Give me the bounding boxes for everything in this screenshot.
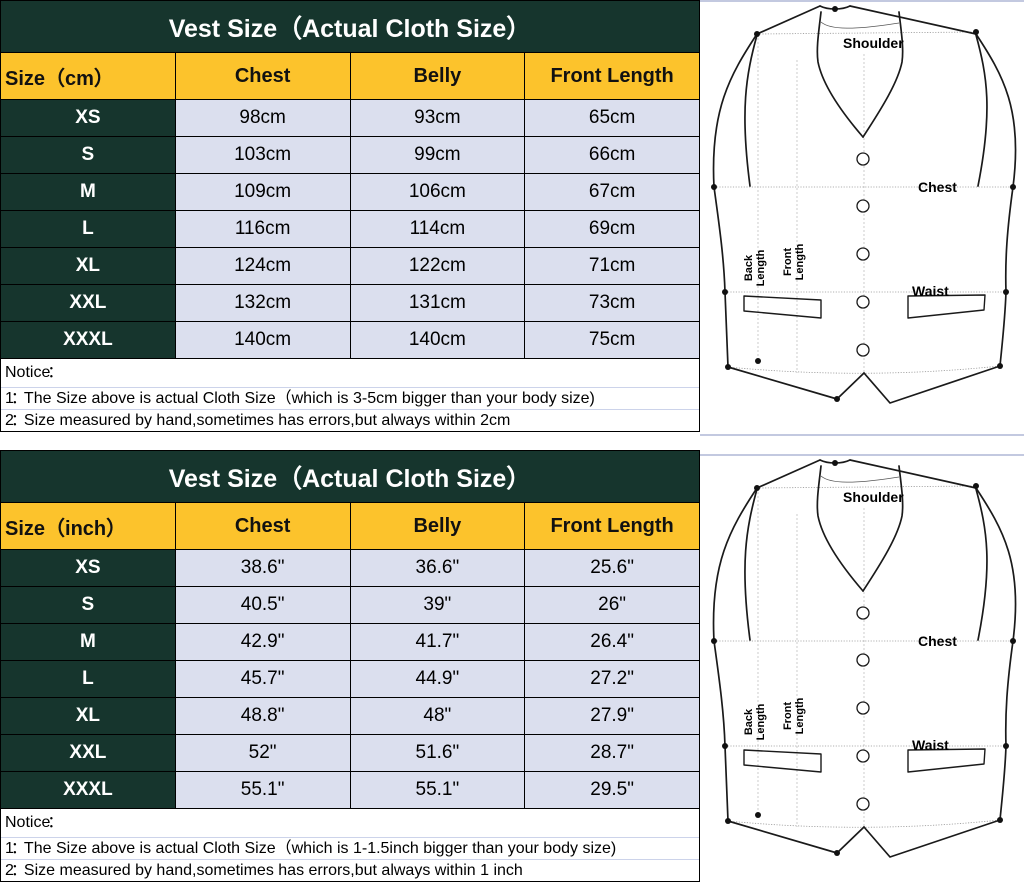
svg-text:Length: Length	[755, 703, 767, 740]
svg-text:Chest: Chest	[918, 179, 957, 195]
svg-text:Back: Back	[743, 708, 755, 735]
svg-text:Front: Front	[782, 248, 794, 276]
svg-text:Length: Length	[755, 249, 767, 286]
svg-text:Front: Front	[782, 702, 794, 730]
svg-text:Length: Length	[794, 697, 806, 734]
svg-text:Shoulder: Shoulder	[843, 489, 904, 505]
svg-text:Back: Back	[743, 254, 755, 281]
svg-text:Waist: Waist	[912, 737, 949, 753]
svg-text:Shoulder: Shoulder	[843, 35, 904, 51]
svg-text:Length: Length	[794, 243, 806, 280]
svg-text:Chest: Chest	[918, 633, 957, 649]
svg-text:Waist: Waist	[912, 283, 949, 299]
